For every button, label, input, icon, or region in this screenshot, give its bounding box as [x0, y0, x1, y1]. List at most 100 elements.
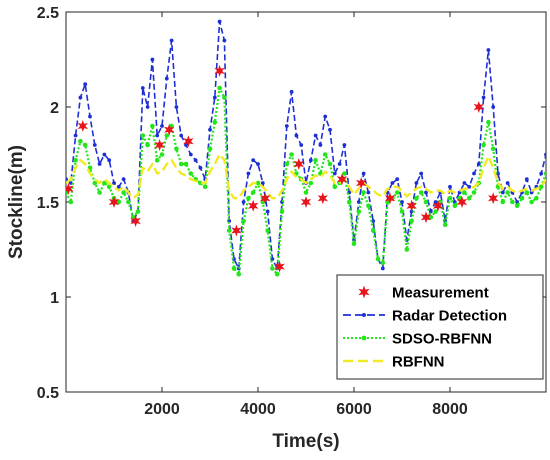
sdso-rbfnn-point — [466, 195, 472, 201]
radar-detection-point — [116, 184, 121, 189]
sdso-rbfnn-point — [289, 152, 294, 157]
sdso-rbfnn-point — [78, 138, 83, 144]
measurement-point — [432, 199, 444, 212]
radar-detection-point — [294, 133, 299, 138]
sdso-rbfnn-point — [121, 190, 126, 195]
measurement-point — [130, 215, 141, 227]
radar-detection-point — [155, 133, 160, 138]
radar-detection-point — [328, 127, 332, 132]
sdso-rbfnn-point — [255, 180, 261, 186]
radar-detection-line — [66, 20, 546, 270]
sdso-rbfnn-point — [351, 241, 357, 247]
legend-label-measurement: Measurement — [392, 285, 489, 302]
legend-marker-radar-detection — [362, 313, 366, 317]
radar-detection-point — [361, 171, 366, 176]
measurement-point — [164, 123, 175, 136]
radar-detection-point — [284, 124, 289, 128]
radar-detection-point — [524, 177, 529, 182]
x-axis-title: Time(s) — [272, 431, 339, 452]
sdso-rbfnn-point — [346, 199, 352, 205]
sdso-rbfnn-point — [538, 184, 544, 190]
sdso-rbfnn-point — [543, 171, 546, 176]
radar-detection-point — [97, 162, 102, 166]
legend-marker-sdso-rbfnn — [361, 335, 367, 341]
sdso-rbfnn-point — [462, 190, 467, 195]
legend: Measurement Radar Detection SDSO-RBFNN RBFN… — [336, 274, 544, 380]
sdso-rbfnn-point — [159, 152, 165, 157]
radar-detection-point — [481, 95, 486, 100]
radar-detection-point — [160, 124, 164, 128]
measurement-point — [248, 199, 259, 212]
sdso-rbfnn-point — [279, 209, 285, 214]
sdso-rbfnn-point — [481, 142, 486, 148]
radar-detection-point — [400, 200, 404, 204]
measurement-point — [66, 182, 74, 195]
measurement-point — [473, 101, 484, 113]
radar-detection-point — [164, 76, 169, 81]
sdso-rbfnn-line — [66, 86, 546, 276]
measurement-point — [317, 192, 328, 205]
measurement-point — [300, 196, 312, 208]
sdso-rbfnn-point — [183, 161, 189, 167]
sdso-rbfnn-point — [423, 199, 429, 205]
sdso-rbfnn-point — [471, 190, 477, 195]
sdso-rbfnn-point — [414, 195, 419, 201]
radar-detection-point — [68, 181, 73, 185]
sdso-rbfnn-point — [322, 152, 328, 157]
sdso-rbfnn-point — [73, 157, 78, 163]
radar-detection-point — [150, 57, 155, 62]
radar-detection-point — [544, 152, 546, 157]
x-tick-label: 8000 — [432, 401, 468, 418]
radar-detection-point — [193, 158, 198, 163]
radar-detection-point — [107, 158, 112, 163]
measurement-point — [214, 64, 225, 77]
sdso-rbfnn-point — [505, 190, 510, 195]
radar-detection-point — [251, 158, 256, 163]
radar-detection-point — [73, 133, 78, 138]
y-tick-label: 1.5 — [37, 195, 59, 212]
sdso-rbfnn-point — [519, 195, 525, 201]
radar-detection-point — [424, 190, 428, 195]
sdso-rbfnn-point — [394, 190, 400, 195]
radar-detection-point — [486, 48, 491, 52]
sdso-rbfnn-point — [428, 214, 434, 220]
series-layer — [66, 19, 546, 277]
radar-detection-point — [332, 171, 337, 176]
measurement-point — [231, 224, 242, 237]
sdso-rbfnn-point — [236, 271, 242, 277]
radar-detection-point — [337, 162, 342, 166]
sdso-rbfnn-point — [524, 190, 530, 195]
radar-detection-point — [457, 190, 462, 195]
sdso-rbfnn-point — [207, 146, 213, 152]
sdso-rbfnn-point — [164, 133, 170, 138]
rbfnn-line — [66, 153, 546, 200]
sdso-rbfnn-point — [274, 271, 280, 277]
measurement-point — [488, 192, 499, 205]
sdso-rbfnn-point — [222, 95, 227, 100]
measurement-point — [108, 196, 120, 208]
sdso-rbfnn-point — [529, 199, 534, 205]
sdso-rbfnn-point — [510, 199, 515, 205]
y-tick-label: 0.5 — [37, 385, 59, 402]
sdso-rbfnn-point — [418, 190, 424, 195]
radar-detection-point — [179, 133, 184, 138]
radar-detection-point — [145, 105, 150, 109]
sdso-rbfnn-point — [154, 157, 160, 163]
radar-detection-point — [390, 181, 395, 185]
radar-detection-point — [323, 114, 328, 119]
y-axis-title: Stockline(m) — [6, 145, 27, 259]
measurement-point — [274, 260, 285, 273]
sdso-rbfnn-point — [447, 195, 453, 201]
radar-detection-point — [448, 184, 452, 189]
sdso-rbfnn-point — [116, 199, 122, 205]
sdso-rbfnn-point — [150, 123, 155, 129]
radar-detection-point — [198, 165, 203, 170]
radar-detection-point — [246, 171, 251, 176]
sdso-rbfnn-point — [270, 266, 275, 271]
sdso-rbfnn-point — [174, 146, 179, 152]
radar-detection-point — [366, 190, 371, 195]
measurement-point — [420, 211, 432, 224]
sdso-rbfnn-point — [380, 260, 386, 266]
sdso-rbfnn-point — [342, 171, 347, 176]
